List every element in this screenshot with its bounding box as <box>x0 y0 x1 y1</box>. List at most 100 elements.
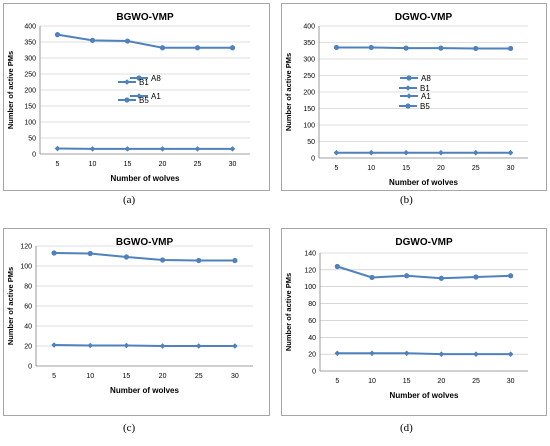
chart-b: 0 50 100 150 200 250 300 350 400 5 10 15 20 25 30 DGWO-… <box>281 3 547 191</box>
series-A8 <box>333 44 514 52</box>
x-tick-label: 20 <box>437 165 445 172</box>
data-point <box>473 45 479 52</box>
series-B5 <box>51 250 238 264</box>
x-tick-label: 10 <box>367 165 375 172</box>
data-point <box>472 149 479 156</box>
data-point <box>333 44 340 51</box>
y-tick-label: 140 <box>304 251 316 258</box>
data-point <box>51 342 57 348</box>
legend-label: A8 <box>421 74 431 83</box>
x-tick-label: 25 <box>472 378 480 385</box>
legend-marker <box>406 93 412 99</box>
legend-marker <box>136 93 142 99</box>
y-tick-label: 250 <box>303 73 315 80</box>
data-point <box>123 254 130 260</box>
chart-title: BGWO-VMP <box>116 12 174 23</box>
y-tick-label: 300 <box>303 57 315 64</box>
data-point <box>123 342 130 349</box>
x-tick-label: 30 <box>507 165 515 172</box>
series-A8 <box>54 32 236 51</box>
y-tick-label: 120 <box>20 244 32 251</box>
data-point <box>124 38 131 44</box>
y-tick-label: 60 <box>308 318 316 325</box>
x-tick-label: 25 <box>195 373 203 380</box>
legend-label: A8 <box>151 74 161 83</box>
y-axis-label: Number of active PMs <box>6 267 15 345</box>
y-tick-label: 100 <box>304 284 316 291</box>
caption-c: (c) <box>123 422 136 434</box>
chart-panel-c: 0 20 40 60 80 100 120 5 10 15 20 25 30 BGWO-VMP Number… <box>3 78 270 416</box>
data-point <box>473 351 479 357</box>
data-point <box>87 342 94 349</box>
data-point <box>194 146 201 152</box>
series-line <box>337 265 511 280</box>
y-tick-label: 40 <box>24 324 32 331</box>
data-point <box>368 44 374 51</box>
x-tick-label: 10 <box>86 373 94 380</box>
data-point <box>159 343 166 349</box>
data-point <box>159 257 166 263</box>
data-point <box>508 273 514 279</box>
y-tick-label: 50 <box>28 136 36 143</box>
data-point <box>232 343 238 349</box>
data-point <box>438 45 444 51</box>
x-tick-label: 30 <box>507 378 515 385</box>
legend-marker <box>136 75 142 81</box>
legend-item-B5: B5 <box>118 96 149 105</box>
data-point <box>403 45 409 51</box>
legend-marker <box>405 103 411 109</box>
chart-frame <box>281 228 547 416</box>
y-tick-label: 20 <box>308 352 316 359</box>
x-tick-label: 15 <box>402 165 410 172</box>
x-tick-label: 5 <box>334 165 338 172</box>
caption-a: (a) <box>123 194 136 206</box>
series-line <box>54 252 235 262</box>
legend-marker <box>405 85 411 91</box>
y-tick-label: 250 <box>24 72 36 79</box>
y-tick-label: 0 <box>311 156 315 163</box>
y-tick-label: 80 <box>24 284 32 291</box>
data-point <box>232 257 238 264</box>
y-tick-label: 0 <box>312 369 316 376</box>
y-tick-label: 60 <box>24 304 32 311</box>
legend-marker <box>406 75 412 81</box>
x-tick-label: 20 <box>437 378 445 385</box>
legend-item-A1: A1 <box>130 92 161 101</box>
x-tick-label: 20 <box>159 161 167 168</box>
data-point <box>195 343 202 349</box>
chart-panel-a: 0 50 100 150 200 250 300 350 400 5 10 15 20 25 30 BGWO-… <box>3 3 270 191</box>
legend-item-B1: B1 <box>118 78 149 87</box>
data-point <box>368 149 375 156</box>
data-point <box>473 274 479 280</box>
y-tick-label: 150 <box>24 104 36 111</box>
legend-label: B1 <box>420 84 430 93</box>
y-tick-label: 100 <box>24 120 36 127</box>
data-point <box>54 32 61 38</box>
x-tick-label: 25 <box>472 165 480 172</box>
x-axis-label: Number of wolves <box>111 174 180 183</box>
x-tick-label: 20 <box>159 373 167 380</box>
x-tick-label: 15 <box>403 378 411 385</box>
series-line <box>337 352 511 356</box>
y-tick-label: 80 <box>308 301 316 308</box>
y-tick-label: 200 <box>24 88 36 95</box>
y-tick-label: 50 <box>307 139 315 146</box>
legend-label: B5 <box>420 102 430 111</box>
y-tick-label: 0 <box>32 152 36 159</box>
data-point <box>54 145 61 152</box>
series-line <box>54 344 235 347</box>
y-axis-label: Number of active PMs <box>6 51 15 129</box>
x-tick-label: 10 <box>89 161 97 168</box>
data-point <box>507 149 514 156</box>
series-line <box>57 33 233 49</box>
data-point <box>194 45 201 51</box>
data-point <box>229 45 236 51</box>
y-tick-label: 100 <box>303 123 315 130</box>
y-tick-label: 200 <box>303 90 315 97</box>
series-B1 <box>51 342 238 349</box>
y-tick-label: 350 <box>303 40 315 47</box>
x-tick-label: 5 <box>52 373 56 380</box>
series-B5 <box>334 263 514 281</box>
legend-marker <box>124 97 130 103</box>
y-tick-label: 300 <box>24 56 36 63</box>
